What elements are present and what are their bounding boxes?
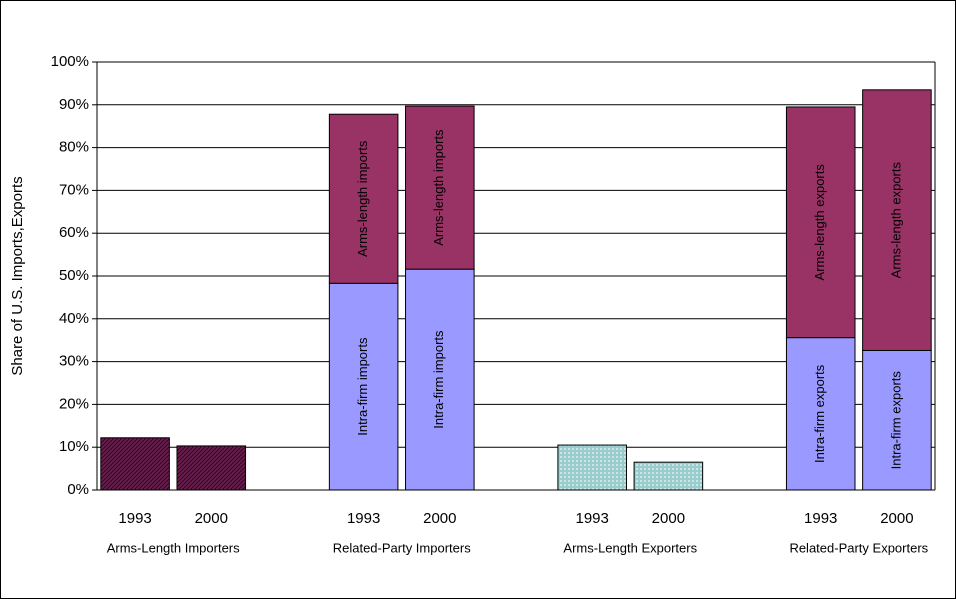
- segment-label: Arms-length imports: [355, 140, 370, 257]
- segment-label: Arms-length imports: [431, 129, 446, 246]
- bar-segment: [405, 268, 475, 491]
- y-tick-label: 100%: [51, 53, 89, 70]
- bar-segment: [100, 437, 170, 491]
- y-axis-title: Share of U.S. Imports,Exports: [9, 176, 26, 375]
- bar-segment: [862, 89, 932, 351]
- segment-label: Intra-firm imports: [355, 337, 370, 436]
- x-tick-label: 1993: [804, 510, 837, 527]
- segment-label: Intra-firm exports: [888, 371, 903, 470]
- x-tick-label: 1993: [575, 510, 608, 527]
- y-tick-label: 10%: [59, 438, 89, 455]
- y-tick-label: 60%: [59, 224, 89, 241]
- bar-segment: [328, 113, 399, 284]
- bar-segment: [405, 105, 475, 270]
- group-label: Related-Party Importers: [333, 540, 471, 555]
- x-tick-label: 2000: [195, 510, 228, 527]
- group-label: Arms-Length Exporters: [563, 540, 697, 555]
- bar-segment: [176, 445, 247, 491]
- bar-segment: [785, 106, 856, 339]
- y-tick-label: 20%: [59, 395, 89, 412]
- group-label: Arms-Length Importers: [107, 540, 240, 555]
- bar-segment: [633, 461, 704, 491]
- group-label: Related-Party Exporters: [789, 540, 928, 555]
- y-tick-label: 70%: [59, 181, 89, 198]
- segment-label: Arms-length exports: [812, 164, 827, 281]
- y-tick-label: 0%: [67, 481, 89, 498]
- x-tick-label: 2000: [880, 510, 913, 527]
- segment-label: Intra-firm exports: [812, 364, 827, 463]
- y-tick-label: 90%: [59, 96, 89, 113]
- segment-label: Intra-firm imports: [431, 330, 446, 429]
- y-tick-label: 40%: [59, 310, 89, 327]
- y-tick-label: 50%: [59, 267, 89, 284]
- bar-segment: [862, 349, 932, 491]
- bar-segment: [557, 444, 627, 491]
- y-tick-label: 30%: [59, 353, 89, 370]
- x-tick-label: 1993: [118, 510, 151, 527]
- x-tick-label: 2000: [423, 510, 456, 527]
- y-tick-label: 80%: [59, 139, 89, 156]
- segment-label: Arms-length exports: [888, 161, 903, 278]
- x-tick-label: 1993: [347, 510, 380, 527]
- bar-segment: [785, 337, 856, 491]
- bar-segment: [328, 282, 399, 491]
- x-tick-label: 2000: [652, 510, 685, 527]
